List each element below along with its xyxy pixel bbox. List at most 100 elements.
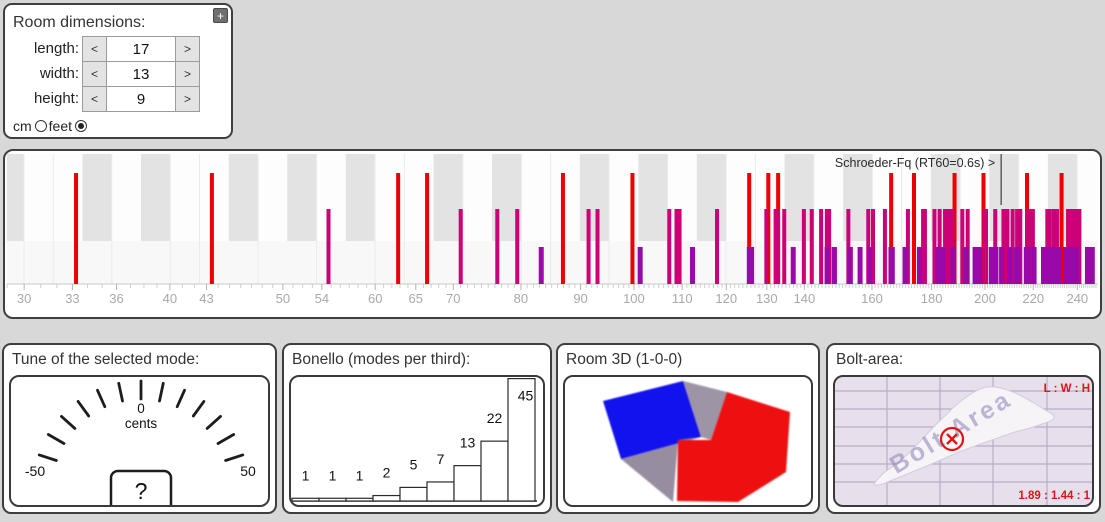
mode-bar-oblique[interactable] — [1015, 247, 1021, 284]
mode-bar-tangential[interactable] — [984, 209, 989, 284]
mode-bar-tangential[interactable] — [1051, 209, 1056, 284]
bolt-room-marker[interactable] — [939, 426, 965, 452]
mode-bar-tangential[interactable] — [1077, 209, 1082, 284]
mode-bar-oblique[interactable] — [1084, 247, 1090, 284]
mode-bar-tangential[interactable] — [1071, 209, 1076, 284]
mode-bar-tangential[interactable] — [1001, 209, 1006, 284]
height-increment-button[interactable]: > — [175, 86, 200, 112]
piano-key-black[interactable] — [7, 154, 24, 241]
mode-bar-axial[interactable] — [396, 173, 401, 284]
mode-bar-oblique[interactable] — [993, 247, 999, 284]
mode-bar-tangential[interactable] — [1018, 209, 1023, 284]
mode-bar-oblique[interactable] — [1067, 247, 1073, 284]
mode-bar-tangential[interactable] — [943, 209, 948, 284]
mode-bar-tangential[interactable] — [595, 209, 600, 284]
mode-bar-tangential[interactable] — [773, 209, 778, 284]
mode-bar-tangential[interactable] — [1047, 209, 1052, 284]
mode-bar-oblique[interactable] — [847, 247, 853, 284]
mode-bar-tangential[interactable] — [782, 209, 787, 284]
mode-bar-oblique[interactable] — [1074, 247, 1080, 284]
mode-bar-oblique[interactable] — [1063, 247, 1069, 284]
mode-bar-tangential[interactable] — [819, 209, 824, 284]
mode-bar-tangential[interactable] — [824, 209, 829, 284]
mode-bar-tangential[interactable] — [801, 209, 806, 284]
mode-bar-tangential[interactable] — [922, 209, 927, 284]
mode-bar-tangential[interactable] — [946, 209, 951, 284]
mode-bar-tangential[interactable] — [950, 209, 955, 284]
mode-bar-tangential[interactable] — [1068, 209, 1073, 284]
mode-bar-tangential[interactable] — [458, 209, 463, 284]
mode-bar-oblique[interactable] — [1048, 247, 1054, 284]
mode-bar-tangential[interactable] — [932, 209, 937, 284]
height-decrement-button[interactable]: < — [82, 86, 107, 112]
mode-bar-oblique[interactable] — [988, 247, 994, 284]
mode-bar-tangential[interactable] — [677, 209, 682, 284]
mode-bar-tangential[interactable] — [1005, 209, 1010, 284]
mode-bar-tangential[interactable] — [846, 209, 851, 284]
width-decrement-button[interactable]: < — [82, 61, 107, 87]
mode-bar-oblique[interactable] — [1031, 247, 1037, 284]
mode-bar-axial[interactable] — [74, 173, 79, 284]
radio-cm[interactable] — [34, 120, 47, 132]
mode-bar-oblique[interactable] — [824, 247, 830, 284]
mode-bar-oblique[interactable] — [1024, 247, 1030, 284]
mode-bar-tangential[interactable] — [1015, 209, 1020, 284]
mode-bar-axial[interactable] — [1059, 173, 1064, 284]
piano-key-black[interactable] — [228, 154, 259, 241]
room3d-view-box[interactable] — [563, 375, 813, 507]
mode-bar-oblique[interactable] — [973, 247, 979, 284]
mode-bar-tangential[interactable] — [871, 209, 876, 284]
mode-bar-oblique[interactable] — [940, 247, 946, 284]
mode-bar-oblique[interactable] — [1056, 247, 1062, 284]
mode-bar-tangential[interactable] — [993, 209, 998, 284]
mode-bar-oblique[interactable] — [637, 247, 643, 284]
mode-bar-axial[interactable] — [560, 173, 565, 284]
mode-bar-tangential[interactable] — [1066, 209, 1071, 284]
mode-bar-tangential[interactable] — [1045, 209, 1050, 284]
piano-key-black[interactable] — [287, 154, 317, 241]
mode-bar-oblique[interactable] — [1007, 247, 1013, 284]
mode-bar-tangential[interactable] — [905, 209, 910, 284]
mode-bar-oblique[interactable] — [538, 247, 544, 284]
mode-bar-oblique[interactable] — [963, 247, 969, 284]
mode-bar-tangential[interactable] — [1025, 209, 1030, 284]
mode-bar-tangential[interactable] — [1030, 209, 1035, 284]
length-increment-button[interactable]: > — [175, 36, 200, 62]
mode-bar-tangential[interactable] — [866, 209, 871, 284]
piano-key-black[interactable] — [579, 154, 610, 241]
mode-bar-tangential[interactable] — [515, 209, 520, 284]
mode-bar-tangential[interactable] — [1010, 209, 1015, 284]
mode-bar-oblique[interactable] — [746, 247, 752, 284]
mode-bar-axial[interactable] — [952, 173, 957, 284]
mode-bar-tangential[interactable] — [495, 209, 500, 284]
mode-bar-axial[interactable] — [209, 173, 214, 284]
mode-bar-tangential[interactable] — [827, 209, 832, 284]
mode-bar-oblique[interactable] — [1045, 247, 1051, 284]
width-increment-button[interactable]: > — [175, 61, 200, 87]
piano-key-black[interactable] — [345, 154, 376, 241]
mode-bar-tangential[interactable] — [809, 209, 814, 284]
width-input[interactable] — [106, 61, 176, 87]
piano-key-black[interactable] — [696, 154, 727, 241]
mode-bar-oblique[interactable] — [831, 247, 837, 284]
mode-bar-tangential[interactable] — [882, 209, 887, 284]
mode-bar-oblique[interactable] — [867, 247, 873, 284]
mode-bar-axial[interactable] — [425, 173, 430, 284]
mode-spectrum-chart[interactable]: 30 33 36 40 43 50 54 60 65 70 80 90 100 110 120 130 140 1… — [5, 151, 1100, 317]
mode-bar-axial[interactable] — [912, 173, 917, 284]
piano-key-black[interactable] — [433, 154, 463, 241]
mode-bar-oblique[interactable] — [902, 247, 908, 284]
mode-bar-tangential[interactable] — [715, 209, 720, 284]
mode-bar-tangential[interactable] — [326, 209, 331, 284]
mode-bar-tangential[interactable] — [674, 209, 679, 284]
mode-bar-axial[interactable] — [630, 173, 635, 284]
room3d-render[interactable] — [565, 377, 813, 505]
mode-bar-tangential[interactable] — [965, 209, 970, 284]
mode-bar-oblique[interactable] — [790, 247, 796, 284]
mode-bar-oblique[interactable] — [1053, 247, 1059, 284]
mode-bar-oblique[interactable] — [999, 247, 1005, 284]
piano-key-black[interactable] — [638, 154, 668, 241]
mode-bar-tangential[interactable] — [667, 209, 672, 284]
height-input[interactable] — [106, 86, 176, 112]
mode-bar-axial[interactable] — [889, 173, 894, 284]
